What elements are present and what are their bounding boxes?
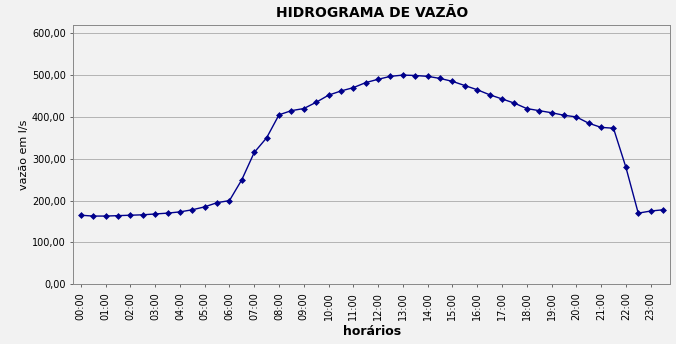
Title: HIDROGRAMA DE VAZÃO: HIDROGRAMA DE VAZÃO [276,6,468,20]
X-axis label: horários: horários [343,325,401,338]
Y-axis label: vazão em l/s: vazão em l/s [19,119,29,190]
